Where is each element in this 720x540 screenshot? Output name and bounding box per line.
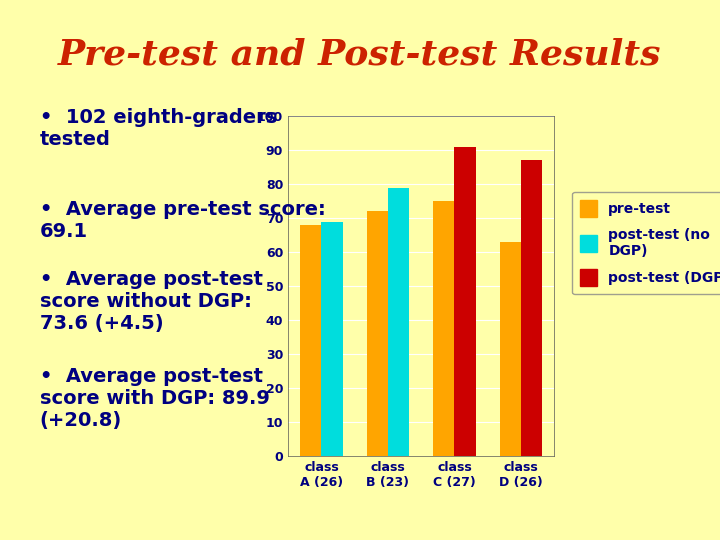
Bar [521,160,542,456]
Legend: pre-test, post-test (no
DGP), post-test (DGP): pre-test, post-test (no DGP), post-test … [572,192,720,294]
Bar [433,201,454,456]
Bar [321,221,343,456]
Text: Pre-test and Post-test Results: Pre-test and Post-test Results [58,38,662,72]
Text: •  Average post-test
score without DGP:
73.6 (+4.5): • Average post-test score without DGP: 7… [40,270,263,333]
Bar [454,147,476,456]
Text: •  102 eighth-graders
tested: • 102 eighth-graders tested [40,108,277,149]
Bar [500,242,521,456]
Bar [388,187,409,456]
Bar [300,225,321,456]
Text: •  Average pre-test score:
69.1: • Average pre-test score: 69.1 [40,200,325,241]
Bar [366,211,388,456]
Text: •  Average post-test
score with DGP: 89.9
(+20.8): • Average post-test score with DGP: 89.9… [40,367,269,430]
